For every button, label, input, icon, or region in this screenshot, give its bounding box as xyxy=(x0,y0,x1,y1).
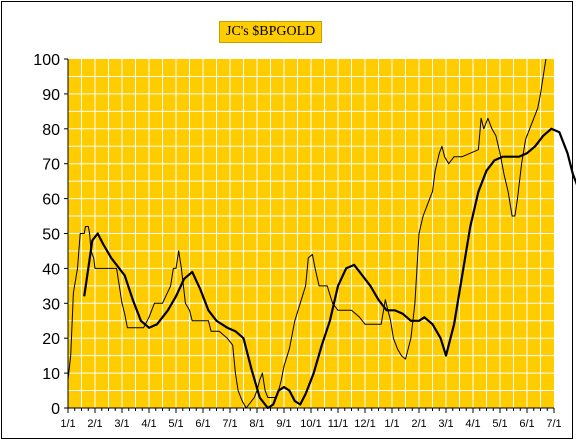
x-tick-label: 10/1 xyxy=(300,418,321,430)
x-tick-label: 7/1 xyxy=(222,418,237,430)
x-tick-label: 7/1 xyxy=(546,418,561,430)
x-tick-label: 4/1 xyxy=(141,418,156,430)
y-tick-label: 40 xyxy=(42,261,60,278)
x-tick-label: 12/1 xyxy=(354,418,375,430)
x-tick-label: 5/1 xyxy=(168,418,183,430)
y-tick-label: 20 xyxy=(42,331,60,348)
y-tick-label: 0 xyxy=(51,401,60,418)
gridlines xyxy=(68,59,554,408)
y-tick-label: 30 xyxy=(42,296,60,313)
x-tick-label: 9/1 xyxy=(276,418,291,430)
x-tick-label: 8/1 xyxy=(249,418,264,430)
y-tick-label: 50 xyxy=(42,227,60,244)
x-tick-label: 3/1 xyxy=(438,418,453,430)
x-tick-label: 1/1 xyxy=(384,418,399,430)
y-tick-label: 100 xyxy=(33,52,60,69)
y-tick-label: 80 xyxy=(42,122,60,139)
x-tick-label: 2/1 xyxy=(87,418,102,430)
y-tick-label: 10 xyxy=(42,366,60,383)
series-line-smoothed xyxy=(83,127,576,410)
y-tick-label: 70 xyxy=(42,157,60,174)
series-layer xyxy=(67,58,576,410)
chart-title: JC's $BPGOLD xyxy=(219,21,323,43)
x-tick-label: 2/1 xyxy=(411,418,426,430)
axes: 0 10 20 30 40 50 60 70 80 90 100 1/1 2/1 3/1 4/1 5/1 6/1… xyxy=(33,52,561,430)
x-tick-label: 6/1 xyxy=(195,418,210,430)
x-tick-label: 5/1 xyxy=(492,418,507,430)
x-tick-label: 4/1 xyxy=(465,418,480,430)
y-tick-label: 90 xyxy=(42,87,60,104)
x-tick-label: 3/1 xyxy=(114,418,129,430)
y-tick-label: 60 xyxy=(42,192,60,209)
series-line-raw xyxy=(67,58,547,409)
x-tick-label: 1/1 xyxy=(60,418,75,430)
x-tick-label: 6/1 xyxy=(519,418,534,430)
x-tick-label: 11/1 xyxy=(328,418,349,430)
